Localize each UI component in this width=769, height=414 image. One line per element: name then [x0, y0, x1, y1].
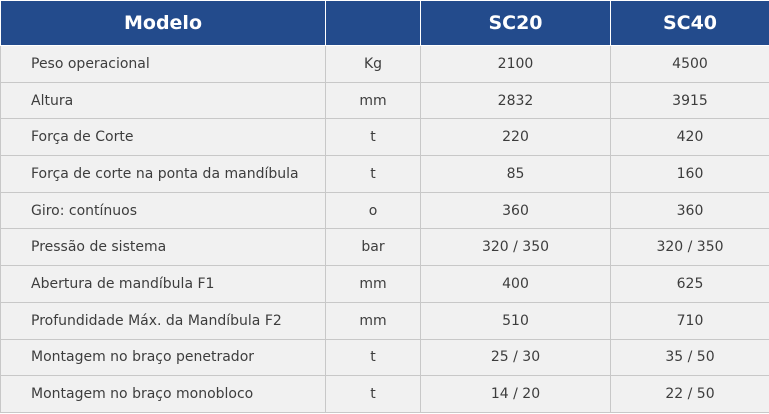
header-cell: Modelo [0, 0, 326, 46]
cell: mm [325, 265, 421, 303]
table-row: Peso operacional Kg 2100 4500 [0, 45, 769, 83]
cell: 420 [610, 118, 769, 157]
table-row: Altura mm 2832 3915 [0, 81, 769, 120]
row-label: Abertura de mandíbula F1 [0, 265, 326, 303]
cell: 25 / 30 [420, 338, 611, 377]
cell: t [325, 118, 421, 157]
row-label: Pressão de sistema [0, 228, 326, 267]
row-label: Força de corte na ponta da mandíbula [0, 155, 326, 193]
cell: 360 [420, 191, 611, 230]
row-label: Profundidade Máx. da Mandíbula F2 [0, 301, 326, 340]
cell: t [325, 375, 421, 413]
cell: 625 [610, 265, 769, 303]
cell: 510 [420, 301, 611, 340]
cell: bar [325, 228, 421, 267]
row-label: Giro: contínuos [0, 191, 326, 230]
table-row: Força de Corte t 220 420 [0, 118, 769, 157]
cell: 4500 [610, 45, 769, 83]
cell: t [325, 338, 421, 377]
cell: 35 / 50 [610, 338, 769, 377]
cell: Kg [325, 45, 421, 83]
header-row: Modelo SC20 SC40 [0, 0, 769, 46]
table-row: Pressão de sistema bar 320 / 350 320 / 350 [0, 228, 769, 267]
header-cell: SC40 [610, 0, 769, 46]
cell: 320 / 350 [610, 228, 769, 267]
cell: 710 [610, 301, 769, 340]
cell: mm [325, 301, 421, 340]
cell: 360 [610, 191, 769, 230]
table-row: Montagem no braço monobloco t 14 / 20 22 / … [0, 375, 769, 413]
row-label: Peso operacional [0, 45, 326, 83]
table-body: Peso operacional Kg 2100 4500 Altura mm 2832 39… [0, 45, 769, 413]
row-label: Montagem no braço monobloco [0, 375, 326, 413]
cell: 85 [420, 155, 611, 193]
cell: 2832 [420, 81, 611, 120]
cell: 3915 [610, 81, 769, 120]
row-label: Altura [0, 81, 326, 120]
cell: 160 [610, 155, 769, 193]
cell: 14 / 20 [420, 375, 611, 413]
header-cell [325, 0, 421, 46]
table-row: Força de corte na ponta da mandíbula t 85 1… [0, 155, 769, 193]
cell: 400 [420, 265, 611, 303]
table-header: Modelo SC20 SC40 [0, 0, 769, 46]
table-row: Profundidade Máx. da Mandíbula F2 mm 510 71… [0, 301, 769, 340]
cell: 220 [420, 118, 611, 157]
row-label: Força de Corte [0, 118, 326, 157]
cell: 320 / 350 [420, 228, 611, 267]
header-cell: SC20 [420, 0, 611, 46]
table-row: Montagem no braço penetrador t 25 / 30 35 /… [0, 338, 769, 377]
table-row: Abertura de mandíbula F1 mm 400 625 [0, 265, 769, 303]
table-row: Giro: contínuos o 360 360 [0, 191, 769, 230]
cell: 2100 [420, 45, 611, 83]
row-label: Montagem no braço penetrador [0, 338, 326, 377]
cell: 22 / 50 [610, 375, 769, 413]
cell: o [325, 191, 421, 230]
cell: mm [325, 81, 421, 120]
cell: t [325, 155, 421, 193]
